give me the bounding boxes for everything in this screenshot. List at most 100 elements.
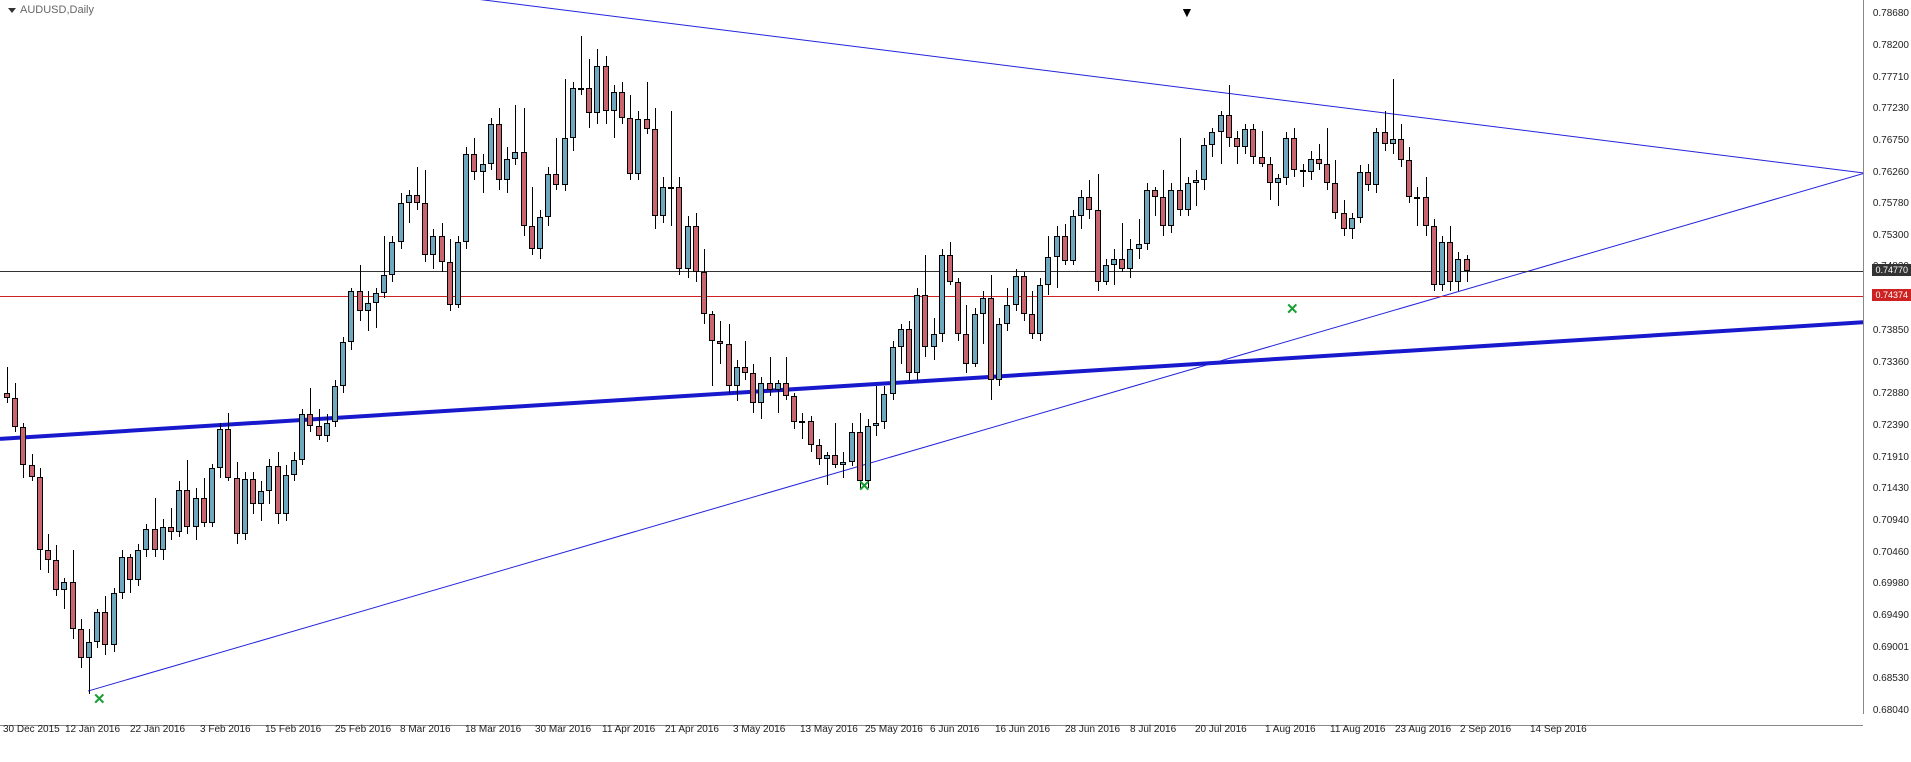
candle[interactable] [865, 0, 871, 714]
candle[interactable] [717, 0, 723, 714]
candle[interactable] [316, 0, 322, 714]
candle[interactable] [373, 0, 379, 714]
candle[interactable] [504, 0, 510, 714]
candle[interactable] [29, 0, 35, 714]
candle[interactable] [455, 0, 461, 714]
candle[interactable] [931, 0, 937, 714]
candle[interactable] [324, 0, 330, 714]
candle[interactable] [832, 0, 838, 714]
candle[interactable] [1078, 0, 1084, 714]
candle[interactable] [840, 0, 846, 714]
candle[interactable] [234, 0, 240, 714]
candle[interactable] [127, 0, 133, 714]
candle[interactable] [529, 0, 535, 714]
candle[interactable] [225, 0, 231, 714]
candle[interactable] [299, 0, 305, 714]
candle[interactable] [537, 0, 543, 714]
candle[interactable] [586, 0, 592, 714]
candle[interactable] [726, 0, 732, 714]
candle[interactable] [1324, 0, 1330, 714]
candle[interactable] [258, 0, 264, 714]
candle[interactable] [873, 0, 879, 714]
candle[interactable] [668, 0, 674, 714]
candle[interactable] [693, 0, 699, 714]
marker-icon[interactable]: ✕ [93, 690, 106, 708]
candle[interactable] [1021, 0, 1027, 714]
candle[interactable] [1168, 0, 1174, 714]
candle[interactable] [521, 0, 527, 714]
candle[interactable] [1037, 0, 1043, 714]
candle[interactable] [111, 0, 117, 714]
candle[interactable] [1070, 0, 1076, 714]
candle[interactable] [996, 0, 1002, 714]
candle[interactable] [1136, 0, 1142, 714]
candle[interactable] [1406, 0, 1412, 714]
candle[interactable] [963, 0, 969, 714]
candle[interactable] [1382, 0, 1388, 714]
candle[interactable] [1160, 0, 1166, 714]
candle[interactable] [644, 0, 650, 714]
candle[interactable] [1267, 0, 1273, 714]
candle[interactable] [676, 0, 682, 714]
candle[interactable] [709, 0, 715, 714]
candle[interactable] [857, 0, 863, 714]
candle[interactable] [1144, 0, 1150, 714]
candle[interactable] [578, 0, 584, 714]
candle[interactable] [660, 0, 666, 714]
candle[interactable] [750, 0, 756, 714]
candle[interactable] [102, 0, 108, 714]
candle[interactable] [767, 0, 773, 714]
candle[interactable] [1086, 0, 1092, 714]
candle[interactable] [1316, 0, 1322, 714]
candle[interactable] [250, 0, 256, 714]
candle[interactable] [1119, 0, 1125, 714]
candle[interactable] [480, 0, 486, 714]
candle[interactable] [791, 0, 797, 714]
candle[interactable] [307, 0, 313, 714]
candle[interactable] [570, 0, 576, 714]
candle[interactable] [799, 0, 805, 714]
candle[interactable] [348, 0, 354, 714]
candle[interactable] [898, 0, 904, 714]
candle[interactable] [160, 0, 166, 714]
candle[interactable] [701, 0, 707, 714]
candle[interactable] [340, 0, 346, 714]
candle[interactable] [1185, 0, 1191, 714]
candle[interactable] [70, 0, 76, 714]
candle[interactable] [1004, 0, 1010, 714]
candle[interactable] [914, 0, 920, 714]
candle[interactable] [381, 0, 387, 714]
candle[interactable] [12, 0, 18, 714]
candle[interactable] [193, 0, 199, 714]
candle[interactable] [1464, 0, 1470, 714]
candle[interactable] [357, 0, 363, 714]
candle[interactable] [398, 0, 404, 714]
candle[interactable] [1414, 0, 1420, 714]
candle[interactable] [1390, 0, 1396, 714]
candle[interactable] [168, 0, 174, 714]
candle[interactable] [1242, 0, 1248, 714]
candle[interactable] [45, 0, 51, 714]
candle[interactable] [1095, 0, 1101, 714]
candle[interactable] [61, 0, 67, 714]
candle[interactable] [201, 0, 207, 714]
candle[interactable] [1447, 0, 1453, 714]
marker-icon[interactable]: ✕ [1286, 300, 1299, 318]
chart-plot-area[interactable]: ✕✕✕ [0, 0, 1863, 714]
candle[interactable] [775, 0, 781, 714]
candle[interactable] [184, 0, 190, 714]
candle[interactable] [176, 0, 182, 714]
candle[interactable] [1373, 0, 1379, 714]
candle[interactable] [1431, 0, 1437, 714]
candle[interactable] [594, 0, 600, 714]
candle[interactable] [1398, 0, 1404, 714]
candle[interactable] [1291, 0, 1297, 714]
candle[interactable] [562, 0, 568, 714]
candle[interactable] [242, 0, 248, 714]
candle[interactable] [685, 0, 691, 714]
candle[interactable] [275, 0, 281, 714]
candle[interactable] [1341, 0, 1347, 714]
candle[interactable] [1103, 0, 1109, 714]
candle[interactable] [1283, 0, 1289, 714]
candle[interactable] [783, 0, 789, 714]
